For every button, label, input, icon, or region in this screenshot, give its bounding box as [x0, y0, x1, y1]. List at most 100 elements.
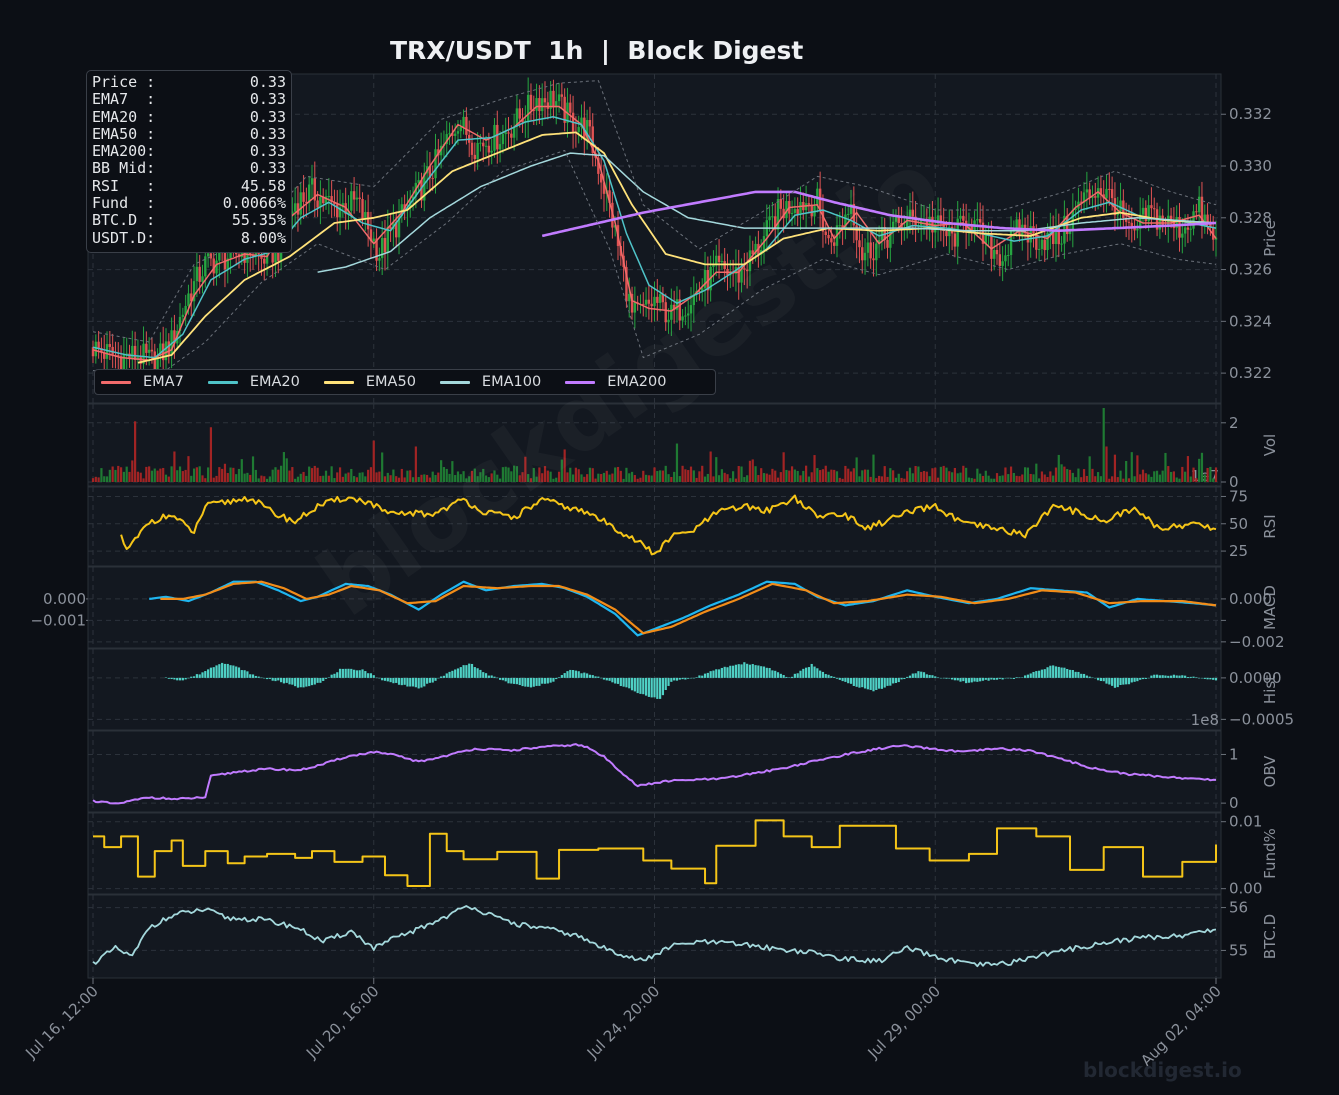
legend-label: EMA200 — [607, 374, 667, 390]
volume-bar — [445, 468, 448, 482]
volume-bar — [858, 476, 861, 482]
candle-body — [535, 98, 538, 111]
hist-bar — [1144, 677, 1147, 679]
volume-bar — [967, 477, 971, 482]
volume-bar — [594, 478, 597, 482]
hist-bar — [1023, 675, 1027, 678]
candle-body — [1136, 228, 1139, 231]
hist-bar — [863, 677, 867, 689]
volume-bar — [221, 468, 224, 482]
volume-bar — [535, 476, 538, 482]
volume-bar — [659, 470, 662, 482]
volume-bar — [878, 475, 881, 482]
volume-bar — [1141, 469, 1145, 482]
hist-bar — [1184, 675, 1187, 678]
hist-bar — [352, 669, 356, 678]
hist-bar — [265, 677, 269, 680]
candle-body — [395, 221, 398, 238]
hist-bar — [1141, 677, 1145, 680]
hist-bar — [515, 677, 519, 685]
volume-bar — [1133, 476, 1136, 482]
hist-bar — [942, 677, 945, 679]
volume-bar — [847, 468, 850, 482]
candle-body — [841, 225, 844, 229]
hist-bar — [333, 673, 336, 678]
volume-bar — [647, 475, 650, 482]
hist-bar — [779, 673, 782, 678]
candle-body — [465, 116, 468, 135]
candle-body — [647, 299, 651, 304]
candle-body — [1175, 216, 1178, 229]
volume-bar — [863, 469, 867, 482]
candle-body — [1085, 189, 1089, 193]
candle-body — [1197, 196, 1201, 213]
candle-body — [597, 157, 600, 174]
volume-bar — [406, 470, 409, 482]
volume-bar — [501, 467, 504, 482]
y-tick-label: 0.326 — [1229, 261, 1272, 279]
hist-bar — [257, 676, 260, 678]
volume-bar — [886, 476, 889, 482]
volume-bar — [611, 473, 614, 482]
candle-body — [366, 212, 370, 230]
volume-bar — [237, 468, 241, 482]
volume-bar — [167, 476, 170, 482]
hist-bar — [844, 677, 847, 682]
hist-bar — [577, 671, 580, 678]
series-line-ema200 — [541, 190, 1217, 238]
hist-bar — [911, 673, 914, 678]
volume-bar — [970, 478, 973, 482]
volume-bar — [1015, 475, 1018, 482]
volume-bar — [1021, 474, 1024, 482]
hist-bar — [1080, 673, 1083, 678]
hist-bar — [771, 670, 774, 678]
volume-bar — [440, 460, 443, 482]
y-tick-label: 0 — [1229, 473, 1239, 491]
candle-body — [543, 98, 547, 103]
volume-bar — [779, 472, 782, 482]
candle-body — [164, 341, 168, 361]
volume-bar — [883, 466, 886, 482]
x-tick-label: Aug 02, 04:00 — [1137, 982, 1225, 1070]
legend-item-ema50: EMA50 — [323, 374, 416, 390]
hist-bar — [689, 677, 693, 679]
candle-body — [948, 226, 951, 237]
volume-bar — [816, 468, 819, 482]
hist-bar — [908, 675, 912, 678]
hist-bar — [473, 667, 476, 678]
y-axis-label: Hist — [1261, 675, 1279, 704]
volume-bar — [316, 467, 319, 482]
volume-bar — [131, 460, 134, 482]
hist-bar — [498, 677, 502, 680]
hist-bar — [664, 677, 667, 691]
hist-bar — [1178, 675, 1181, 678]
legend-item-ema200: EMA200 — [565, 374, 666, 390]
hist-bar — [1153, 674, 1156, 678]
hist-bar — [1147, 677, 1150, 679]
hist-bar — [428, 677, 431, 683]
candle-body — [832, 242, 836, 246]
candle-body — [150, 349, 154, 352]
candle-body — [1186, 227, 1190, 230]
volume-bar — [914, 466, 917, 482]
volume-bar — [513, 465, 516, 482]
volume-bar — [296, 476, 300, 482]
hist-bar — [484, 673, 488, 678]
volume-bar — [122, 471, 125, 482]
candle-body — [184, 305, 187, 315]
volume-bar — [855, 457, 858, 482]
candle-body — [434, 149, 437, 179]
hist-bar — [1158, 675, 1161, 678]
volume-bar — [953, 467, 957, 482]
hist-bar — [507, 677, 510, 684]
candle-body — [139, 357, 142, 364]
candle-body — [313, 178, 316, 201]
hist-bar — [1074, 671, 1077, 678]
volume-bar — [369, 467, 373, 482]
volume-bar — [664, 465, 667, 482]
candle-body — [908, 209, 912, 217]
volume-bar — [97, 477, 100, 482]
volume-bar — [341, 476, 344, 482]
candle-body — [336, 204, 339, 218]
candle-body — [830, 238, 833, 243]
